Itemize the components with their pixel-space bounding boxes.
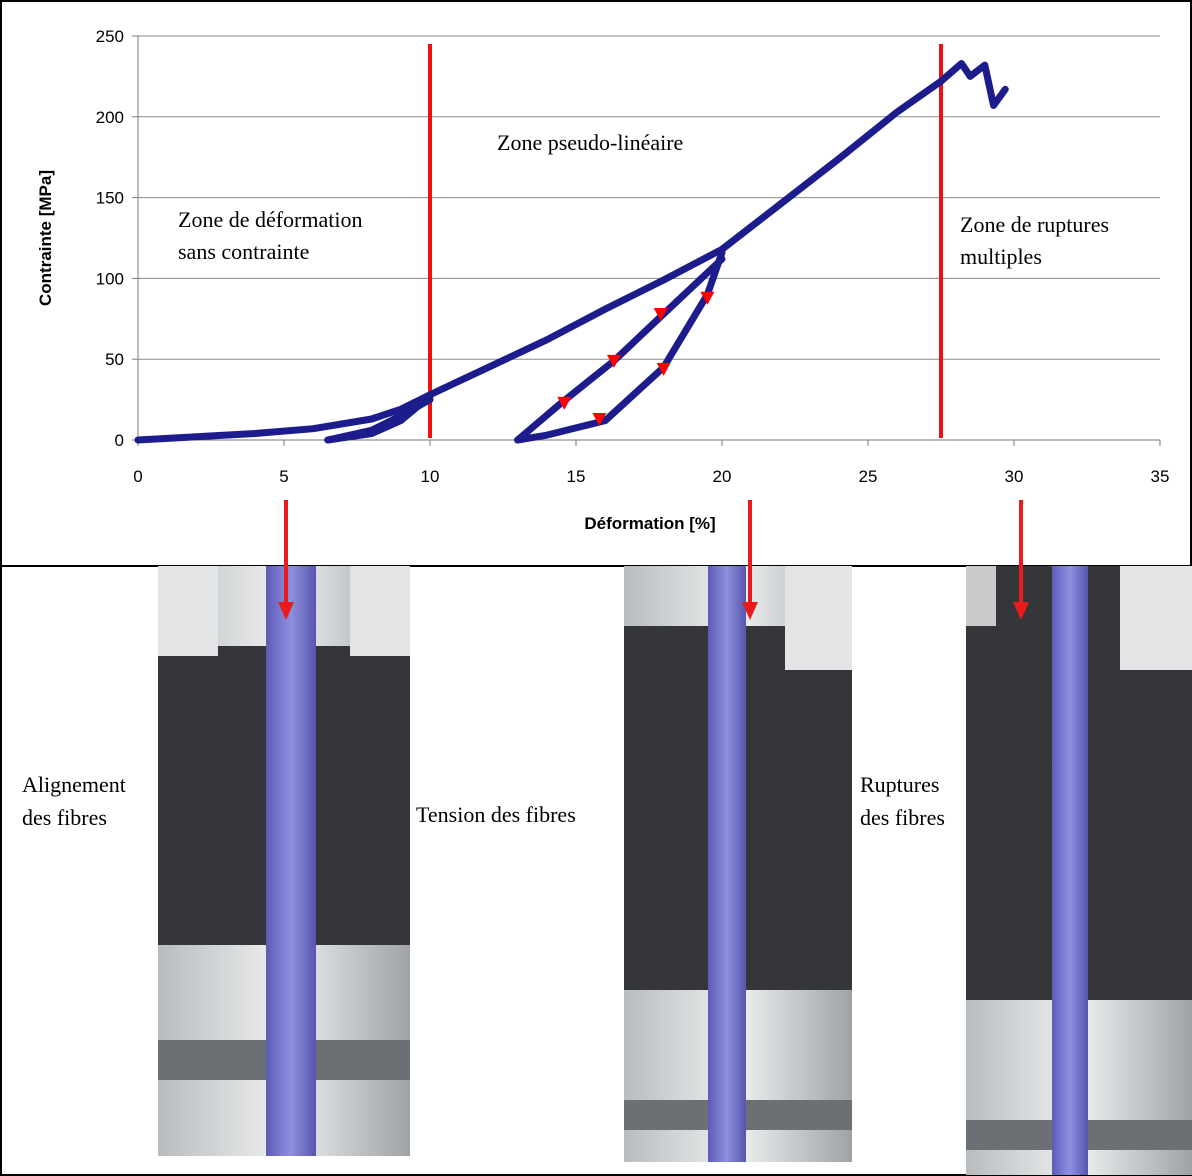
direction-marker <box>557 396 572 410</box>
x-axis-label: Déformation [%] <box>584 514 715 533</box>
x-tick-label: 5 <box>279 467 288 486</box>
direction-marker <box>592 412 607 426</box>
y-axis-label: Contrainte [MPa] <box>36 170 55 306</box>
x-tick-label: 15 <box>567 467 586 486</box>
photo-1 <box>158 566 410 1156</box>
direction-marker <box>653 307 668 321</box>
stress-curve <box>514 255 726 444</box>
annotation: Zone de déformation <box>178 207 363 232</box>
x-tick-label: 25 <box>859 467 878 486</box>
annotation: Zone de ruptures <box>960 212 1109 237</box>
y-tick-label: 0 <box>115 431 124 450</box>
x-tick-label: 20 <box>713 467 732 486</box>
photo-caption: Ruptures <box>860 772 939 797</box>
direction-marker <box>700 291 715 305</box>
photo-caption: Alignement <box>22 772 126 797</box>
stress-curve <box>134 59 1009 444</box>
y-tick-label: 200 <box>96 108 124 127</box>
y-tick-label: 50 <box>105 350 124 369</box>
photo-2 <box>624 566 852 1162</box>
x-tick-label: 0 <box>133 467 142 486</box>
annotation: multiples <box>960 244 1042 269</box>
y-tick-label: 100 <box>96 269 124 288</box>
photo-3 <box>966 566 1192 1175</box>
y-tick-label: 150 <box>96 189 124 208</box>
photo-caption: Tension des fibres <box>416 802 576 827</box>
y-tick-label: 250 <box>96 27 124 46</box>
annotation: sans contrainte <box>178 239 309 264</box>
annotation: Zone pseudo-linéaire <box>497 130 683 155</box>
arrows <box>278 500 1029 620</box>
stress-curve <box>514 249 726 444</box>
photo-caption: des fibres <box>22 805 107 830</box>
x-tick-label: 35 <box>1151 467 1170 486</box>
stress-curve <box>324 396 434 444</box>
direction-marker <box>606 354 621 368</box>
plot: 0 50 100 150 200 250 0 5 10 15 20 25 30 35 <box>96 27 1170 486</box>
direction-marker <box>656 362 671 376</box>
photo-caption: des fibres <box>860 805 945 830</box>
x-tick-label: 10 <box>421 467 440 486</box>
x-tick-label: 30 <box>1005 467 1024 486</box>
